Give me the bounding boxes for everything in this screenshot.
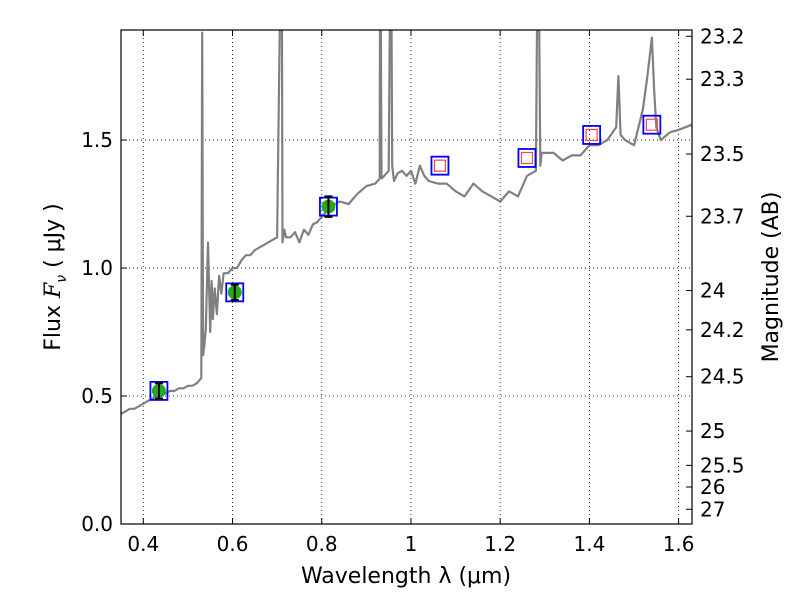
model-photometry-inner	[433, 159, 447, 172]
y2-tick-label: 23.3	[700, 67, 745, 91]
y2-tick-label: 23.7	[700, 204, 745, 228]
x-axis-ticks: 0.4 0.6 0.8 1 1.2 1.4 1.6	[127, 30, 695, 556]
y2-tick-label: 25.5	[700, 453, 745, 477]
y-tick-label: 0.5	[81, 384, 113, 408]
model-photometry-box	[225, 282, 245, 303]
y-axis-label: Flux Fν ( μJy )	[41, 203, 70, 350]
plot-area	[121, 30, 692, 524]
x-tick-label: 1.4	[573, 532, 605, 556]
y-axis-ticks: 0.0 0.5 1.0 1.5	[81, 128, 127, 536]
x-tick-label: 0.8	[306, 532, 338, 556]
model-photometry-inner	[645, 118, 658, 131]
model-photometry-box	[642, 114, 662, 135]
y2-tick-label: 26	[700, 475, 725, 499]
y2-tick-label: 23.2	[700, 24, 745, 48]
y2-tick-label: 27	[700, 497, 725, 521]
y2-tick-label: 24	[700, 279, 725, 303]
model-photometry-box	[582, 125, 602, 145]
y2-tick-label: 24.5	[700, 365, 745, 389]
model-photometry-inner	[585, 128, 598, 142]
x-tick-label: 1.6	[663, 532, 695, 556]
y2-tick-label: 25	[700, 419, 725, 443]
y2-tick-label: 24.2	[700, 318, 745, 342]
y2-axis-label: Magnitude (AB)	[759, 192, 784, 363]
model-photometry-box	[517, 148, 537, 168]
spectrum-line	[121, 30, 692, 415]
y2-tick-label: 23.5	[700, 142, 745, 166]
model-photometry-box	[149, 381, 169, 401]
model-photometry-inner	[520, 151, 534, 165]
model-photometry-box	[430, 155, 450, 176]
x-tick-label: 1.2	[484, 532, 516, 556]
plot-frame	[120, 29, 693, 525]
plot-content	[121, 30, 692, 415]
y-tick-label: 0.0	[81, 512, 113, 536]
x-tick-label: 0.6	[217, 532, 249, 556]
y-tick-label: 1.0	[81, 256, 113, 280]
y-tick-label: 1.5	[81, 128, 113, 152]
x-axis-label: Wavelength λ (μm)	[301, 564, 511, 589]
x-tick-label: 0.4	[127, 532, 159, 556]
x-tick-label: 1	[405, 532, 418, 556]
